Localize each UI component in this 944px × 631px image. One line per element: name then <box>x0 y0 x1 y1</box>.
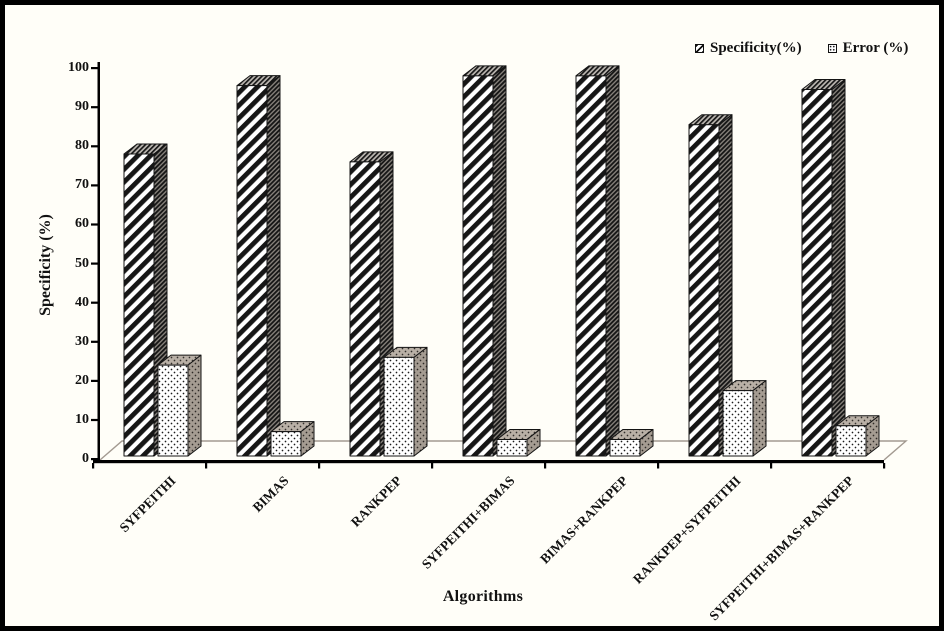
y-tick-label-70: 70 <box>75 177 89 193</box>
bar-specificity-SYFPEITHI-front <box>123 153 155 457</box>
bar-error-RANKPEP+SYFPEITHI-side <box>752 380 767 457</box>
bar-error-BIMAS+RANKPEP-front <box>609 438 641 457</box>
x-tick-1 <box>205 463 208 469</box>
bar-specificity-RANKPEP-front <box>349 161 381 457</box>
bar-error-RANKPEP-front <box>383 356 415 457</box>
bar-specificity-RANKPEP+SYFPEITHI-front <box>688 124 720 457</box>
bar-error-SYFPEITHI+BIMAS+RANKPEP <box>835 415 880 457</box>
x-tick-6 <box>770 463 773 469</box>
legend: Specificity(%) Error (%) <box>695 38 908 58</box>
y-tick-label-30: 30 <box>75 333 89 349</box>
bar-specificity-SYFPEITHI+BIMAS+RANKPEP-side <box>831 79 846 457</box>
y-tick-50 <box>91 262 100 265</box>
legend-label-specificity: Specificity(%) <box>710 39 802 56</box>
bar-error-RANKPEP-side <box>413 346 428 457</box>
y-tick-20 <box>91 379 100 382</box>
bar-specificity-BIMAS-side <box>266 75 281 457</box>
bar-error-SYFPEITHI-front <box>157 364 189 457</box>
bar-error-RANKPEP+SYFPEITHI <box>722 380 767 457</box>
y-tick-label-10: 10 <box>75 411 89 427</box>
bar-specificity-BIMAS-front <box>236 85 268 457</box>
y-tick-60 <box>91 223 100 226</box>
x-axis-title: Algorithms <box>442 588 524 605</box>
bar-group-RANKPEP <box>349 151 428 457</box>
y-tick-label-80: 80 <box>75 138 89 154</box>
y-tick-label-90: 90 <box>75 99 89 115</box>
bar-specificity-BIMAS+RANKPEP-front <box>575 75 607 457</box>
y-tick-10 <box>91 418 100 422</box>
y-tick-label-100: 100 <box>68 60 89 75</box>
bar-specificity-BIMAS+RANKPEP <box>575 65 620 457</box>
y-tick-label-20: 20 <box>75 372 89 388</box>
y-tick-label-0: 0 <box>82 451 89 466</box>
bar-error-SYFPEITHI+BIMAS+RANKPEP-front <box>835 425 867 457</box>
bar-error-BIMAS+RANKPEP <box>609 428 654 457</box>
y-tick-80 <box>91 145 100 148</box>
bar-specificity-SYFPEITHI+BIMAS-front <box>462 75 494 457</box>
bar-specificity-SYFPEITHI+BIMAS+RANKPEP-front <box>801 89 833 457</box>
bars <box>123 65 880 457</box>
bar-error-BIMAS <box>270 421 315 457</box>
bar-specificity-BIMAS <box>236 75 281 457</box>
bar-group-RANKPEP+SYFPEITHI <box>688 114 767 457</box>
bar-plot-3d <box>91 62 908 469</box>
x-axis-line <box>93 460 884 464</box>
bar-group-BIMAS <box>236 75 315 457</box>
bar-error-SYFPEITHI+BIMAS-front <box>496 438 528 457</box>
x-tick-4 <box>544 463 547 469</box>
bar-error-SYFPEITHI+BIMAS <box>496 428 541 457</box>
x-tick-3 <box>431 463 434 469</box>
y-tick-label-40: 40 <box>75 294 89 310</box>
y-tick-0 <box>91 458 100 461</box>
bar-error-SYFPEITHI <box>157 354 202 457</box>
y-tick-label-50: 50 <box>75 255 89 271</box>
x-tick-7 <box>883 463 886 469</box>
y-tick-label-60: 60 <box>75 216 89 232</box>
x-tick-5 <box>657 463 660 469</box>
y-tick-40 <box>91 301 100 304</box>
bar-specificity-SYFPEITHI+BIMAS+RANKPEP <box>801 79 846 457</box>
bar-specificity-RANKPEP <box>349 151 394 457</box>
legend-label-error: Error (%) <box>842 39 909 56</box>
y-tick-90 <box>91 106 100 109</box>
bar-specificity-SYFPEITHI+BIMAS <box>462 65 507 457</box>
y-tick-70 <box>91 184 100 187</box>
bar-group-SYFPEITHI+BIMAS+RANKPEP <box>801 79 880 457</box>
y-tick-30 <box>91 340 100 343</box>
legend-marker-error-icon <box>827 43 837 53</box>
bar-error-BIMAS-front <box>270 431 302 457</box>
bar-specificity-SYFPEITHI+BIMAS-side <box>492 65 507 457</box>
legend-marker-specificity-icon <box>695 43 704 53</box>
x-tick-0 <box>92 463 95 469</box>
bar-error-SYFPEITHI-side <box>187 354 202 457</box>
y-axis-title: Specificity (%) <box>37 214 54 316</box>
bar-group-SYFPEITHI <box>123 143 202 457</box>
axes <box>91 62 886 469</box>
y-tick-100 <box>91 67 100 70</box>
bar-error-RANKPEP+SYFPEITHI-front <box>722 390 754 457</box>
bar-specificity-RANKPEP+SYFPEITHI <box>688 114 733 457</box>
x-tick-2 <box>318 463 321 469</box>
bar-group-BIMAS+RANKPEP <box>575 65 654 457</box>
bar-group-SYFPEITHI+BIMAS <box>462 65 541 457</box>
bar-error-RANKPEP <box>383 346 428 457</box>
bar-specificity-BIMAS+RANKPEP-side <box>605 65 620 457</box>
